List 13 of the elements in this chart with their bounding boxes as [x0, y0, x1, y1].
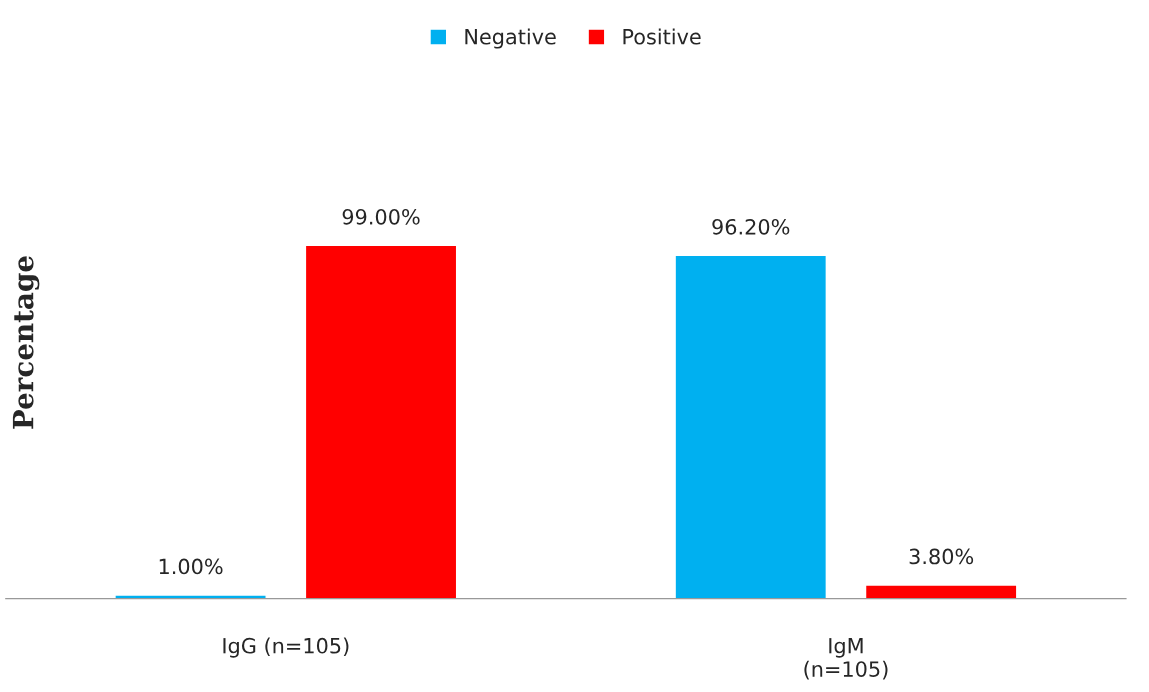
- bar: [114, 594, 267, 599]
- legend-label: Positive: [623, 28, 701, 45]
- data-label: 3.80%: [909, 548, 974, 565]
- data-label: 1.00%: [159, 558, 223, 575]
- data-label: 96.20%: [712, 218, 790, 235]
- bar: [864, 584, 1018, 599]
- x-tick-label: IgM (n=105): [804, 638, 888, 680]
- data-label: 99.00%: [342, 208, 420, 225]
- bar: [674, 254, 828, 599]
- y-axis-title: Percentage: [12, 256, 40, 429]
- bar: [304, 244, 458, 599]
- x-tick-label: IgG (n=105): [223, 637, 349, 658]
- legend-label: Negative: [465, 28, 556, 49]
